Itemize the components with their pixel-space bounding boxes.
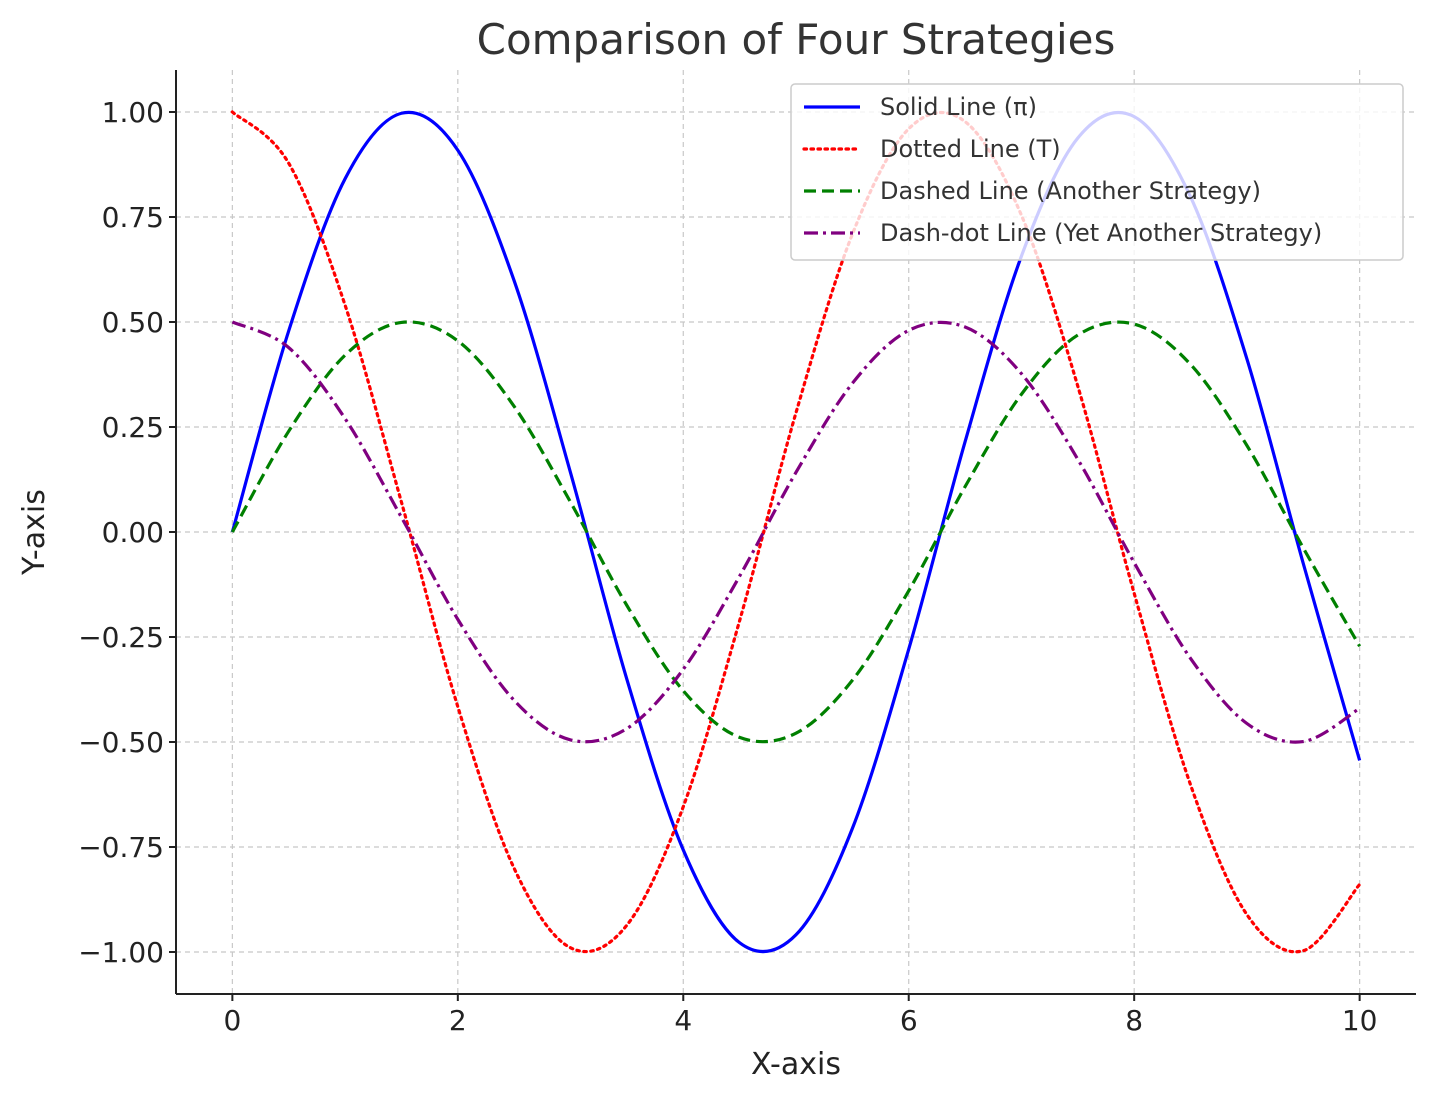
y-tick-label: 0.25 bbox=[102, 411, 164, 444]
legend-label-2: Dotted Line (T) bbox=[880, 135, 1061, 163]
legend: Solid Line (π) Dotted Line (T) Dashed Line… bbox=[790, 83, 1404, 261]
series-line-3 bbox=[230, 320, 1362, 744]
y-axis-ticks: 1.00 0.75 0.50 0.25 0.00 −0.25 −0.50 −0.75 −1.00 bbox=[78, 96, 176, 969]
y-tick-label: −0.50 bbox=[78, 726, 164, 759]
y-tick-label: 0.50 bbox=[102, 306, 164, 339]
x-tick-label: 8 bbox=[1125, 1004, 1143, 1037]
x-axis-label: X-axis bbox=[751, 1047, 841, 1082]
series-line-2 bbox=[230, 110, 1362, 954]
x-axis-ticks: 0 2 4 6 8 10 bbox=[223, 994, 1377, 1037]
y-tick-label: 1.00 bbox=[102, 96, 164, 129]
y-tick-label: −1.00 bbox=[78, 936, 164, 969]
x-tick-label: 4 bbox=[674, 1004, 692, 1037]
y-axis-label: Y-axis bbox=[17, 489, 52, 576]
legend-label-3: Dashed Line (Another Strategy) bbox=[880, 177, 1261, 205]
x-tick-label: 6 bbox=[900, 1004, 918, 1037]
legend-box bbox=[790, 83, 1404, 261]
y-tick-label: 0.00 bbox=[102, 516, 164, 549]
x-tick-label: 0 bbox=[223, 1004, 241, 1037]
y-tick-label: −0.75 bbox=[78, 831, 164, 864]
legend-label-1: Solid Line (π) bbox=[880, 93, 1037, 121]
x-tick-label: 10 bbox=[1342, 1004, 1378, 1037]
y-tick-label: 0.75 bbox=[102, 201, 164, 234]
legend-label-4: Dash-dot Line (Yet Another Strategy) bbox=[880, 219, 1322, 247]
chart-title: Comparison of Four Strategies bbox=[477, 15, 1116, 64]
x-tick-label: 2 bbox=[449, 1004, 467, 1037]
y-tick-label: −0.25 bbox=[78, 621, 164, 654]
series-line-4 bbox=[231, 320, 1361, 744]
